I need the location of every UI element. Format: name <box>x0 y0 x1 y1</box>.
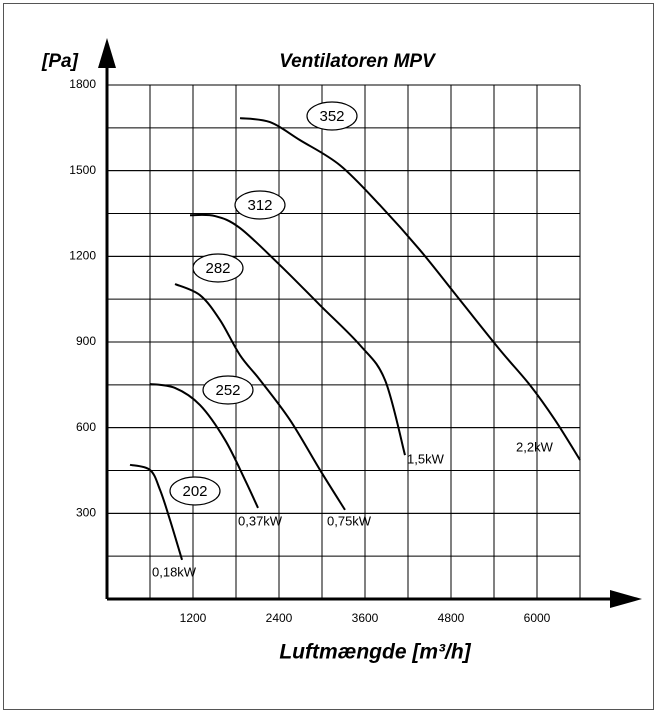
power-label: 0,18kW <box>152 564 197 579</box>
curve-badge <box>306 101 358 131</box>
y-tick-label: 900 <box>76 334 96 348</box>
y-arrow <box>98 38 116 68</box>
x-tick-label: 3600 <box>352 611 379 625</box>
curve-name: 312 <box>247 197 272 214</box>
fan-curve <box>149 382 259 509</box>
plot: 202 0,18kW 252 0,37kW 282 0,75kW 312 1,5kW 352 2,… <box>129 101 581 579</box>
y-axis-label: [Pa] <box>41 51 79 72</box>
power-label: 0,75kW <box>327 513 372 528</box>
fan-curve <box>189 213 406 456</box>
fan-curve <box>239 117 581 461</box>
x-tick-label: 2400 <box>266 611 293 625</box>
curve-badge <box>234 190 286 220</box>
curve-badge <box>169 476 221 506</box>
y-tick-label: 1800 <box>69 77 96 91</box>
fan-curve <box>174 283 346 511</box>
y-tick-label: 1500 <box>69 163 96 177</box>
power-label: 0,37kW <box>238 513 283 528</box>
curve-name: 252 <box>215 382 240 399</box>
curve-name: 202 <box>182 483 207 500</box>
curve-badge <box>202 375 254 405</box>
x-arrow <box>610 590 642 608</box>
y-tick-label: 300 <box>76 506 96 520</box>
curve-name: 282 <box>205 260 230 277</box>
frame <box>3 3 654 710</box>
x-axis-label: Luftmængde [m³/h] <box>279 641 471 664</box>
chart-title: Ventilatoren MPV <box>279 51 436 72</box>
x-tick-label: 4800 <box>438 611 465 625</box>
y-tick-label: 600 <box>76 420 96 434</box>
x-tick-label: 1200 <box>180 611 207 625</box>
power-label: 1,5kW <box>407 451 445 466</box>
power-label: 2,2kW <box>516 439 554 454</box>
x-tick-label: 6000 <box>524 611 551 625</box>
y-tick-label: 1200 <box>69 249 96 263</box>
curve-name: 352 <box>319 108 344 125</box>
fan-curve <box>129 463 183 561</box>
curve-badge <box>192 253 244 283</box>
